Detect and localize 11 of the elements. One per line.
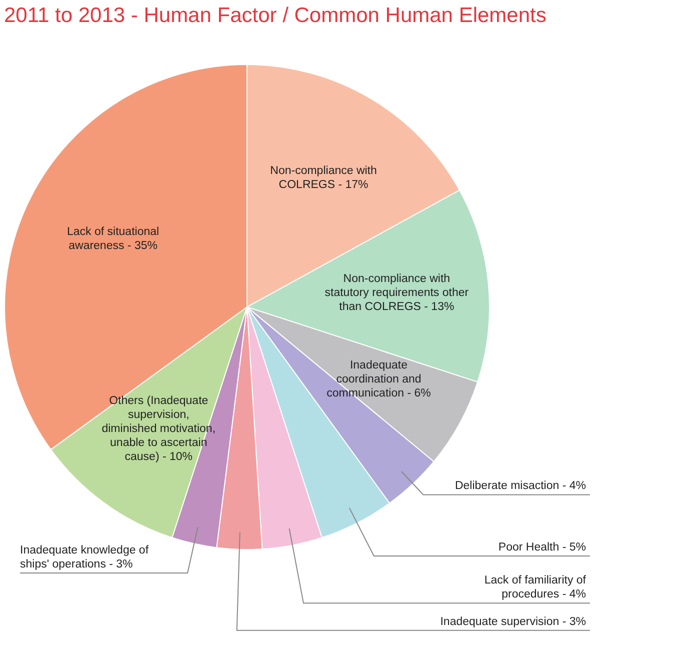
slice-label: Inadequate coordination and communication - 6% (326, 360, 431, 400)
chart-title: 2011 to 2013 - Human Factor / Common Human Elements (4, 4, 546, 28)
slice-label: Lack of familiarity of procedures - 4% (484, 574, 587, 601)
slice-label: Others (Inadequate supervision, diminished motivation, unable to ascertain cause) - 10% (102, 394, 216, 463)
slice-label: Lack of situational awareness - 35% (67, 226, 160, 252)
slice-label: Deliberate misaction - 4% (454, 480, 586, 492)
slice-label: Inadequate knowledge of ships' operations - 3% (20, 544, 150, 570)
slice-label: Poor Health - 5% (498, 541, 586, 554)
slice-label: Non-compliance with statutory requirements other than COLREGS - 13% (324, 273, 469, 314)
slice-label: Inadequate supervision - 3% (440, 616, 586, 628)
slice-label: Non-compliance with COLREGS - 17% (270, 164, 377, 191)
